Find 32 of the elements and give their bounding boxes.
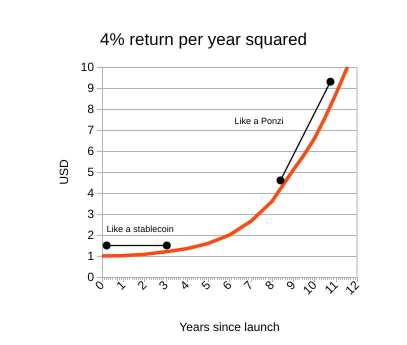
line-series [100,65,350,258]
point [276,176,284,184]
x-tick-label: 10 [300,278,320,298]
annotation: Like a stablecoin [106,224,174,234]
point [326,78,334,86]
y-tick-label: 4 [87,186,94,200]
x-tick-label: 3 [156,278,171,293]
x-tick-label: 6 [220,278,235,293]
x-tick-label: 7 [241,278,256,293]
y-tick-label: 5 [87,165,94,179]
y-tick-label: 7 [87,123,94,137]
y-tick-label: 8 [87,102,94,116]
x-tick-label: 5 [198,278,214,293]
x-tick-label: 2 [134,278,150,293]
y-tick-label: 6 [87,144,94,158]
x-tick-label: 9 [284,278,298,293]
y-tick-label: 9 [87,81,94,95]
x-tick-label: 1 [114,278,128,293]
point [162,242,171,250]
x-tick-label: 4 [177,278,192,293]
y-tick-label: 1 [87,249,94,263]
chart-title: 4% return per year squared [100,30,307,49]
annotation: Like a Ponzi [234,116,284,126]
x-tick-label: 12 [342,278,362,298]
x-axis-title: Years since launch [179,320,280,334]
x-tick-label: 8 [262,278,278,293]
y-tick-label: 3 [87,207,94,221]
point [102,242,111,250]
x-tick-label: 11 [322,278,341,297]
y-tick-label: 2 [87,228,94,242]
y-tick-label: 10 [80,60,94,74]
y-axis-title: USD [56,159,71,185]
